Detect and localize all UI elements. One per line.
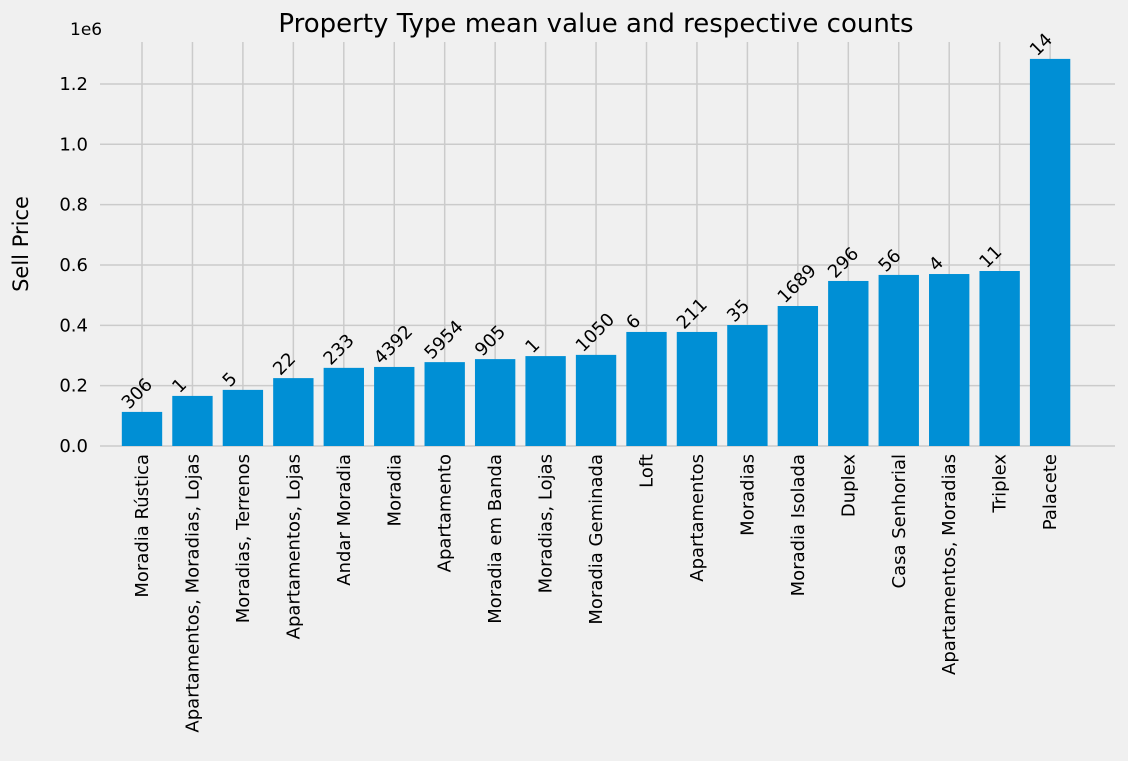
count-label: 1 <box>521 335 544 358</box>
count-label: 296 <box>824 243 863 282</box>
count-label: 233 <box>319 330 358 369</box>
y-tick-label: 1.0 <box>59 134 88 155</box>
bar <box>929 274 970 446</box>
count-label: 35 <box>723 296 754 327</box>
count-label: 905 <box>471 321 510 360</box>
count-label: 11 <box>975 241 1006 272</box>
y-tick-label: 0.4 <box>59 315 88 336</box>
x-tick-label: Apartamentos, Moradias, Lojas <box>182 454 203 733</box>
x-tick-label: Duplex <box>838 454 859 517</box>
chart-title: Property Type mean value and respective … <box>278 9 913 39</box>
count-label: 5 <box>219 368 242 391</box>
x-tick-label: Moradia Geminada <box>586 454 607 625</box>
x-tick-label: Apartamentos <box>687 454 708 582</box>
count-label: 6 <box>622 311 645 334</box>
count-label: 1 <box>168 375 191 398</box>
bar <box>273 378 314 446</box>
bar <box>575 354 617 446</box>
count-label: 14 <box>1026 29 1057 60</box>
bar <box>828 280 869 446</box>
count-label: 306 <box>118 374 157 413</box>
x-tick-label: Apartamento <box>435 454 456 572</box>
y-offset-label: 1e6 <box>70 20 102 40</box>
y-tick-label: 0.8 <box>59 195 88 216</box>
bar <box>676 331 718 446</box>
bar <box>424 362 465 446</box>
y-tick-label: 0.2 <box>59 376 88 397</box>
count-label: 22 <box>269 349 300 380</box>
bar <box>727 325 768 446</box>
bar <box>374 366 415 446</box>
x-tick-label: Palacete <box>1040 454 1061 530</box>
x-tick-label: Moradias, Terrenos <box>233 454 254 623</box>
y-axis-label: Sell Price <box>9 196 33 292</box>
count-label: 56 <box>874 245 905 276</box>
x-tick-label: Loft <box>637 454 658 488</box>
x-tick-label: Triplex <box>990 454 1011 514</box>
bar <box>525 356 566 446</box>
y-tick-label: 1.2 <box>59 74 88 95</box>
bar <box>121 411 163 446</box>
x-tick-label: Moradias, Lojas <box>536 454 557 593</box>
count-label: 211 <box>673 294 712 333</box>
bar <box>777 306 819 446</box>
x-tick-label: Moradia <box>384 454 405 526</box>
x-tick-label: Casa Senhorial <box>889 454 910 589</box>
y-tick-label: 0.0 <box>59 436 88 457</box>
x-tick-label: Moradia Isolada <box>788 454 809 596</box>
x-tick-label: Moradias <box>737 454 758 536</box>
bar <box>172 395 213 446</box>
bar <box>626 331 667 446</box>
x-tick-label: Moradia Rústica <box>132 454 153 598</box>
x-tick-label: Moradia em Banda <box>485 454 506 624</box>
bar <box>979 271 1020 446</box>
y-tick-label: 0.6 <box>59 255 88 276</box>
bar <box>474 359 516 446</box>
x-tick-label: Andar Moradia <box>334 454 355 586</box>
bar <box>878 274 919 446</box>
x-tick-label: Apartamentos, Moradias <box>939 454 960 675</box>
bar <box>323 367 364 446</box>
count-label: 4 <box>925 253 948 276</box>
bar <box>222 389 264 446</box>
bar <box>1029 58 1071 447</box>
x-tick-label: Apartamentos, Lojas <box>283 454 304 639</box>
